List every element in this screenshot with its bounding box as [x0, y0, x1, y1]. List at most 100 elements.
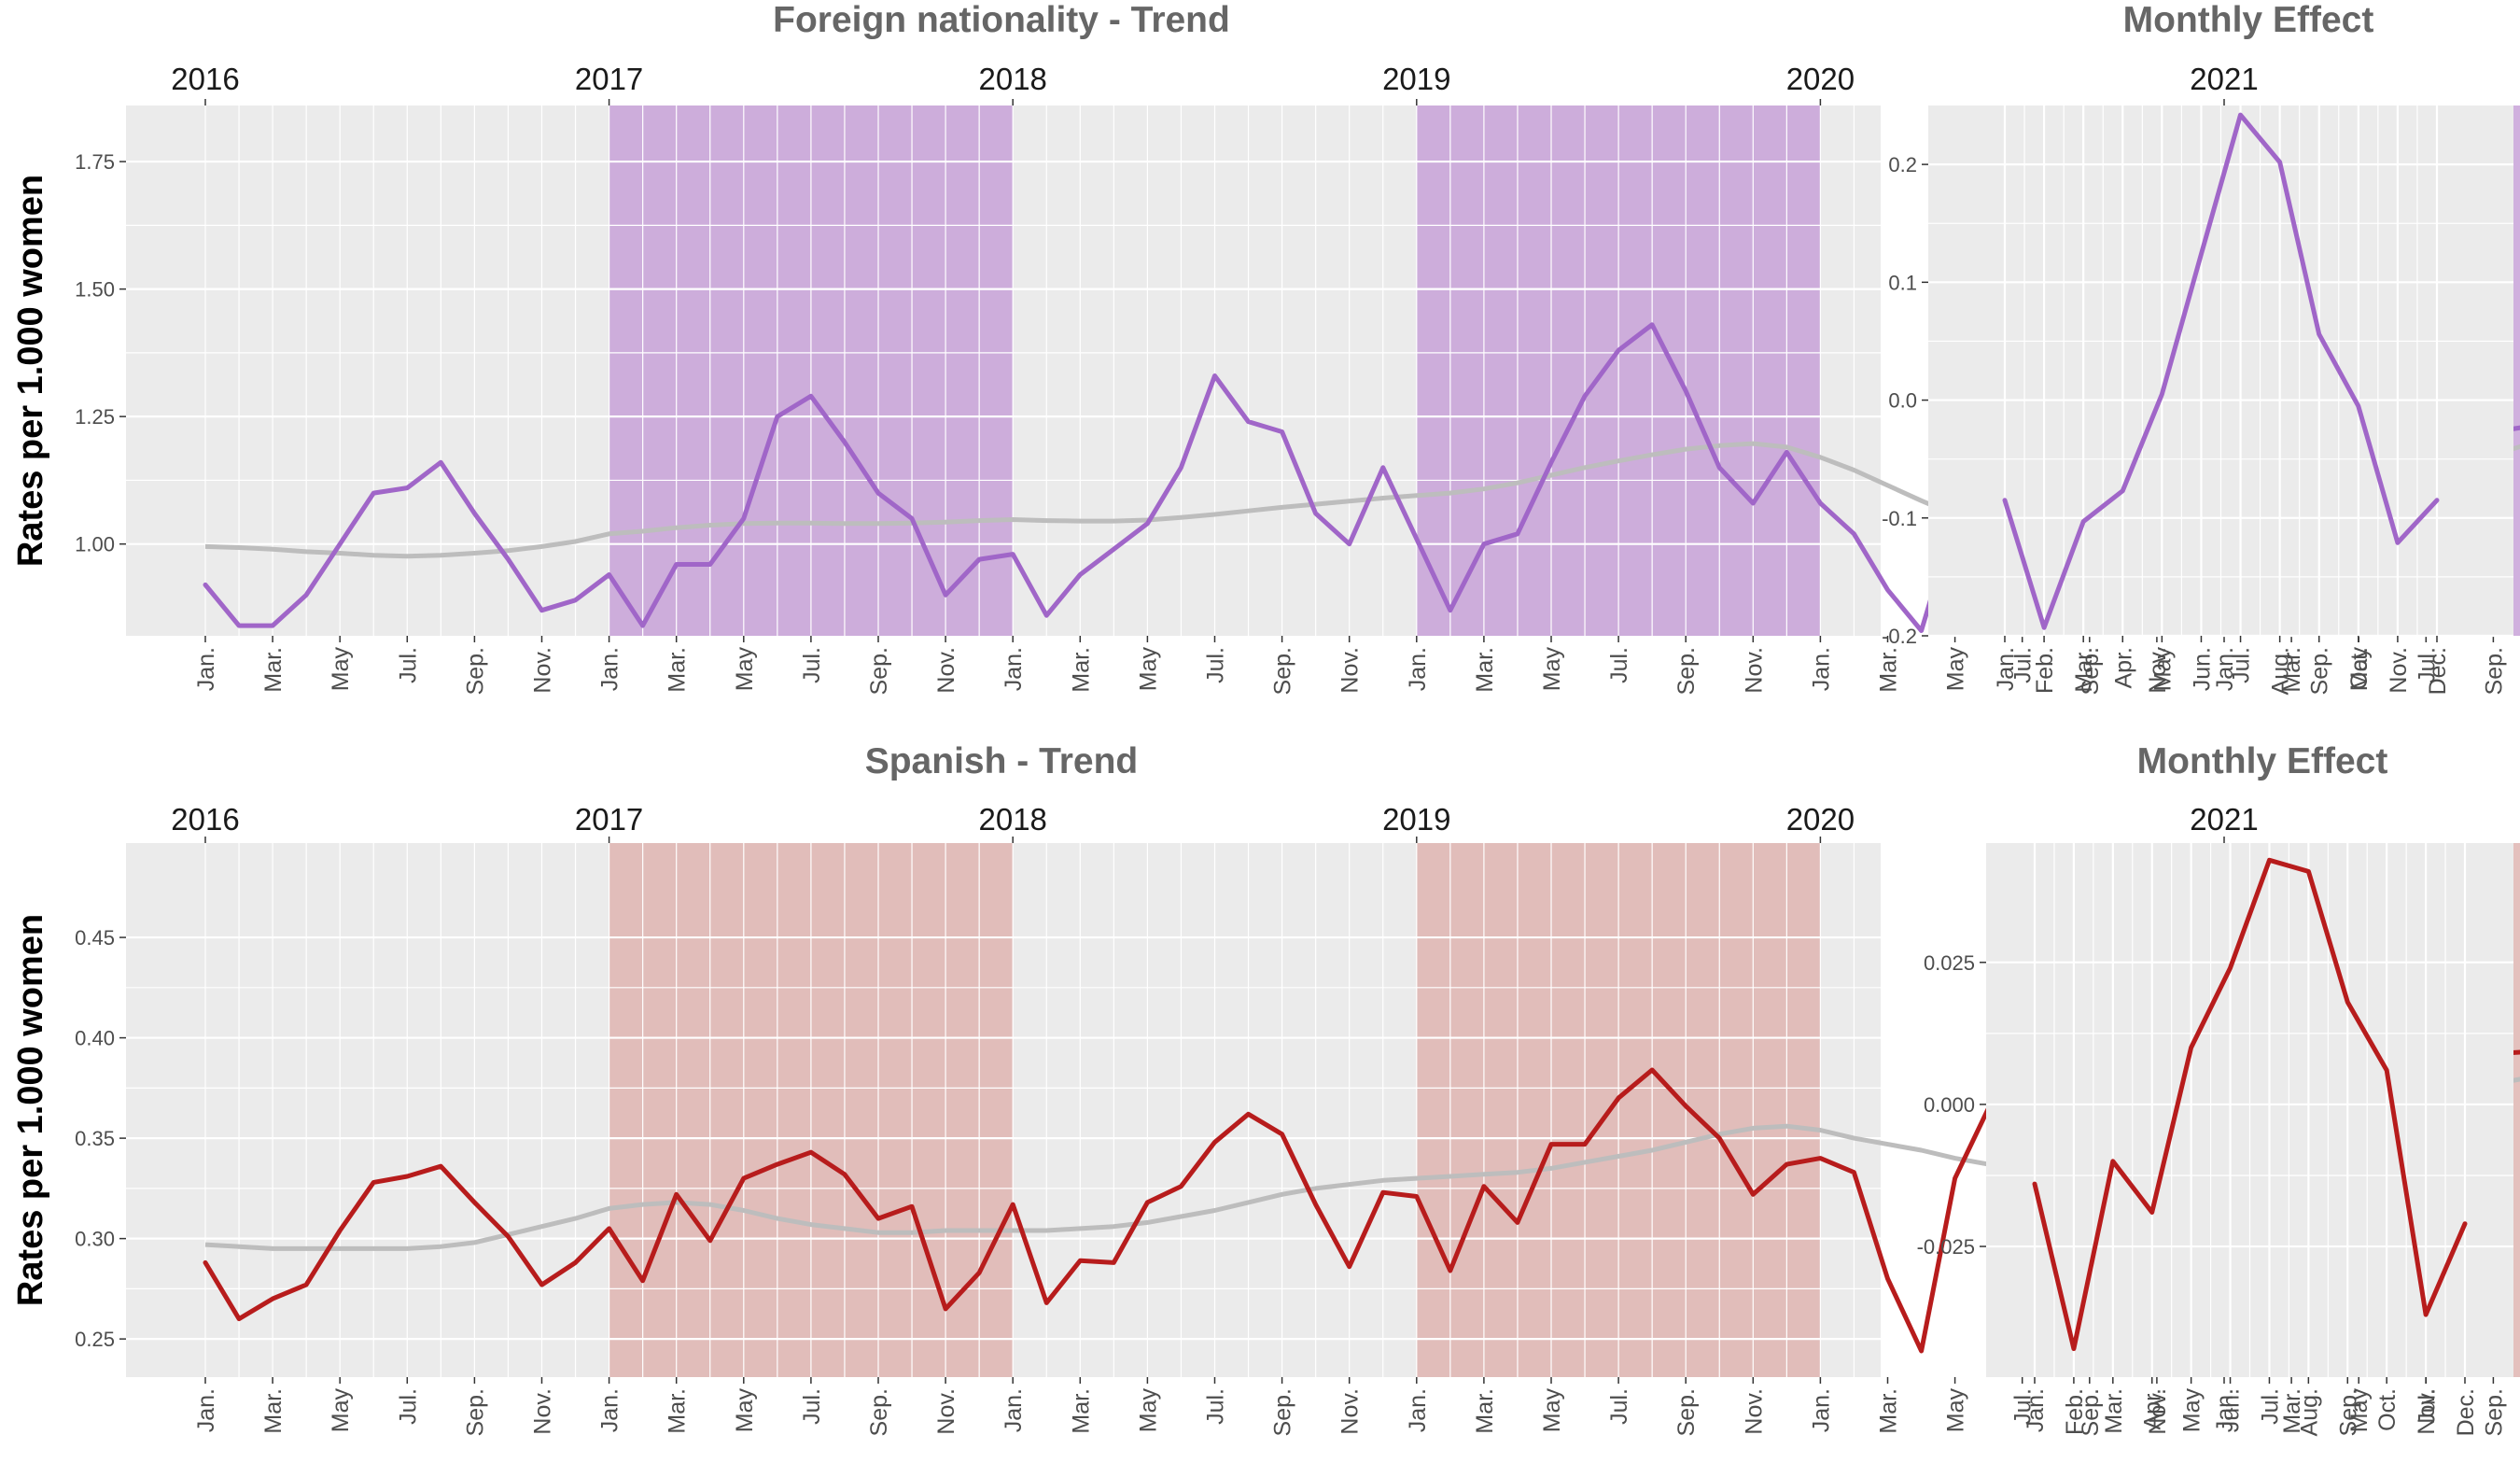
x-tick-label-month: Jul. [395, 647, 421, 683]
year-label-2021: 2021 [2190, 802, 2258, 837]
year-label-2017: 2017 [575, 62, 643, 96]
y-axis-label: Rates per 1.000 women [11, 175, 50, 567]
x-tick-label-month: Sep. [2078, 1388, 2104, 1436]
x-tick-label-month: Mar. [2101, 1388, 2127, 1434]
year-label-2021: 2021 [2190, 62, 2258, 96]
x-tick-label-month: Jan. [2023, 1388, 2049, 1432]
x-tick-label-month: Nov. [530, 647, 556, 694]
x-tick-label-month: Jul. [1203, 1388, 1229, 1425]
x-tick-label-month: Jul. [2010, 647, 2037, 683]
x-tick-label-month: Jan. [597, 1388, 623, 1432]
x-tick-label-month: Oct. [2346, 647, 2373, 690]
x-tick-label-month: Mar. [2279, 647, 2305, 693]
x-tick-label-month: Aug. [2296, 1388, 2322, 1436]
x-tick-label-month: Sep. [2078, 647, 2104, 695]
x-tick-label-month: Nov. [1741, 1388, 1767, 1435]
trend-series-line [204, 1076, 2520, 1251]
y-tick-label: 0.000 [1924, 1093, 1975, 1117]
x-tick-label-month: Mar. [665, 647, 691, 693]
y-tick-label: 0.025 [1924, 951, 1975, 975]
x-tick-label-month: Mar. [2071, 647, 2097, 693]
x-tick-label-month: Apr. [2110, 647, 2136, 688]
x-tick-label-month: Mar. [1472, 647, 1498, 693]
x-tick-label-month: May [1943, 647, 1969, 692]
x-tick-label-month: Jan. [1993, 647, 2019, 691]
x-tick-label-month: Jan. [1808, 647, 1834, 691]
x-tick-label-month: May [732, 1388, 758, 1433]
x-tick-label-month: Nov. [2414, 1388, 2440, 1435]
x-tick-label-month: Jul. [2229, 647, 2255, 683]
y-axis-label: Rates per 1.000 women [11, 914, 50, 1306]
y-tick-label: 1.50 [75, 278, 115, 302]
y-tick-label: 0.35 [75, 1127, 115, 1150]
x-tick-label-month: May [732, 647, 758, 692]
x-tick-label-month: Apr. [2140, 1388, 2166, 1429]
x-tick-label-month: Jul. [2257, 1388, 2283, 1425]
x-tick-label-month: Nov. [1741, 647, 1767, 694]
foreign_monthly-panel: -0.2 -0.1 0.0 0.1 0.2 Jan. Feb. Mar. Apr. May Jun.… [1882, 0, 2513, 695]
x-tick-label-month: Mar. [1876, 647, 1902, 693]
x-tick-label-month: Jan. [1808, 1388, 1834, 1432]
x-tick-label-month: Jul. [2414, 647, 2440, 683]
year-label-2020: 2020 [1786, 802, 1855, 837]
x-tick-label-month: Jun. [2189, 647, 2215, 691]
x-tick-label-month: May [328, 647, 354, 692]
x-tick-label-month: Mar. [1876, 1388, 1902, 1434]
x-tick-label-month: Sep. [1270, 1388, 1296, 1436]
y-tick-label: 1.00 [75, 533, 115, 556]
panel-title: Foreign nationality - Trend [773, 0, 1230, 40]
x-tick-label-month: Sep. [2335, 1388, 2361, 1436]
x-tick-label-month: May [1539, 1388, 1565, 1433]
x-tick-label-month: Nov. [1337, 647, 1364, 694]
x-tick-label-month: Nov. [530, 1388, 556, 1435]
year-label-2017: 2017 [575, 802, 643, 837]
x-tick-label-month: Jan. [193, 1388, 219, 1432]
x-tick-label-month: Sep. [2481, 647, 2507, 695]
x-tick-label-month: Jul. [799, 1388, 825, 1425]
x-tick-label-month: Jan. [597, 647, 623, 691]
x-tick-label-month: Mar. [260, 1388, 287, 1434]
x-tick-label-month: May [2346, 647, 2373, 692]
x-tick-label-month: Dec. [2425, 647, 2451, 695]
x-tick-label-month: May [1135, 1388, 1161, 1433]
x-tick-label-month: May [2149, 647, 2176, 692]
year-label-2016: 2016 [171, 62, 239, 96]
x-tick-label-month: Jun. [2219, 1388, 2245, 1432]
x-tick-label-month: Sep. [866, 1388, 892, 1436]
x-tick-label-month: Jan. [2212, 647, 2238, 691]
x-tick-label-month: May [1135, 647, 1161, 692]
x-tick-label-month: Mar. [2279, 1388, 2305, 1434]
rate-series-line [203, 1025, 2520, 1354]
monthly-effect-line [2002, 112, 2440, 630]
y-tick-label: -0.1 [1882, 507, 1917, 530]
year-label-2016: 2016 [171, 802, 239, 837]
y-tick-label: 0.1 [1888, 271, 1917, 294]
y-tick-label: 0.0 [1888, 389, 1917, 413]
x-tick-label-month: Jan. [1405, 647, 1431, 691]
monthly-effect-line [2032, 857, 2468, 1352]
x-tick-label-month: Jan. [1405, 1388, 1431, 1432]
x-tick-label-month: Sep. [2307, 647, 2333, 695]
year-label-2019: 2019 [1382, 802, 1450, 837]
x-tick-label-month: Mar. [260, 647, 287, 693]
x-tick-label-month: Sep. [2481, 1388, 2507, 1436]
panel-title: Monthly Effect [2137, 741, 2388, 781]
y-tick-label: -0.2 [1882, 625, 1917, 648]
y-tick-label: 0.45 [75, 926, 115, 950]
y-tick-label: 0.30 [75, 1228, 115, 1251]
y-tick-label: 0.25 [75, 1328, 115, 1351]
x-tick-label-month: Jul. [1606, 1388, 1632, 1425]
year-label-2020: 2020 [1786, 62, 1855, 96]
panel-title: Monthly Effect [2123, 0, 2374, 40]
x-tick-label-month: May [1943, 1388, 1969, 1433]
x-tick-label-month: Jul. [799, 647, 825, 683]
x-tick-label-month: Nov. [933, 1388, 959, 1435]
x-tick-label-month: Nov. [1337, 1388, 1364, 1435]
x-tick-label-month: Nov. [2386, 647, 2412, 694]
year-label-2018: 2018 [978, 62, 1046, 96]
x-tick-label-month: Jul. [2414, 1388, 2440, 1425]
x-tick-label-month: Sep. [1673, 647, 1700, 695]
